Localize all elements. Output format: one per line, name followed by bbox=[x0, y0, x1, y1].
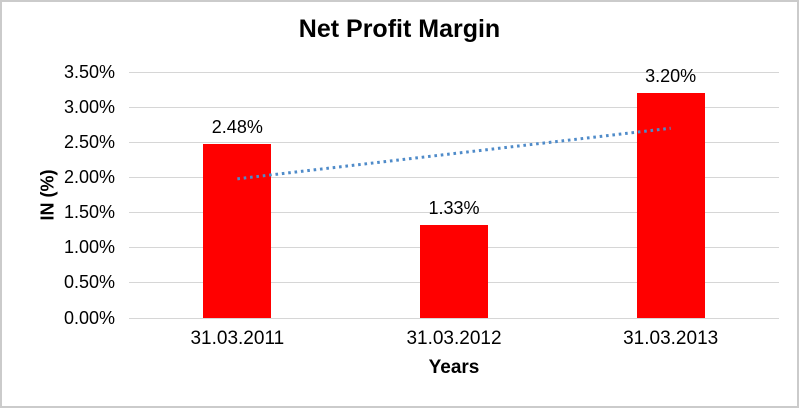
y-tick-label: 1.00% bbox=[63, 237, 115, 258]
x-axis-title: Years bbox=[428, 357, 480, 378]
y-tick-label: 3.00% bbox=[63, 96, 115, 117]
y-tick-label: 3.50% bbox=[63, 61, 115, 82]
gridline bbox=[129, 141, 779, 143]
bar-31.03.2013 bbox=[636, 93, 705, 318]
y-tick-label: 0.50% bbox=[63, 272, 115, 293]
gridline bbox=[129, 71, 779, 73]
data-label: 1.33% bbox=[428, 197, 480, 218]
x-category-label: 31.03.2012 bbox=[406, 328, 502, 349]
x-category-label: 31.03.2011 bbox=[190, 328, 285, 349]
gridline bbox=[129, 317, 779, 319]
gridline bbox=[129, 212, 779, 214]
data-label: 2.48% bbox=[211, 116, 263, 137]
chart-title: Net Profit Margin bbox=[298, 15, 501, 43]
bar-31.03.2011 bbox=[203, 143, 272, 318]
gridline bbox=[129, 106, 779, 108]
data-label: 3.20% bbox=[645, 66, 697, 87]
gridline bbox=[129, 176, 779, 178]
trendline bbox=[237, 126, 671, 181]
y-tick-label: 0.00% bbox=[63, 307, 115, 328]
y-tick-label: 2.50% bbox=[63, 131, 115, 152]
x-category-label: 31.03.2013 bbox=[623, 328, 719, 349]
y-tick-label: 2.00% bbox=[63, 166, 115, 187]
bar-31.03.2012 bbox=[420, 224, 488, 318]
y-tick-label: 1.50% bbox=[63, 202, 115, 223]
plot-area: 2.48% 1.33% 3.20% bbox=[129, 67, 779, 319]
